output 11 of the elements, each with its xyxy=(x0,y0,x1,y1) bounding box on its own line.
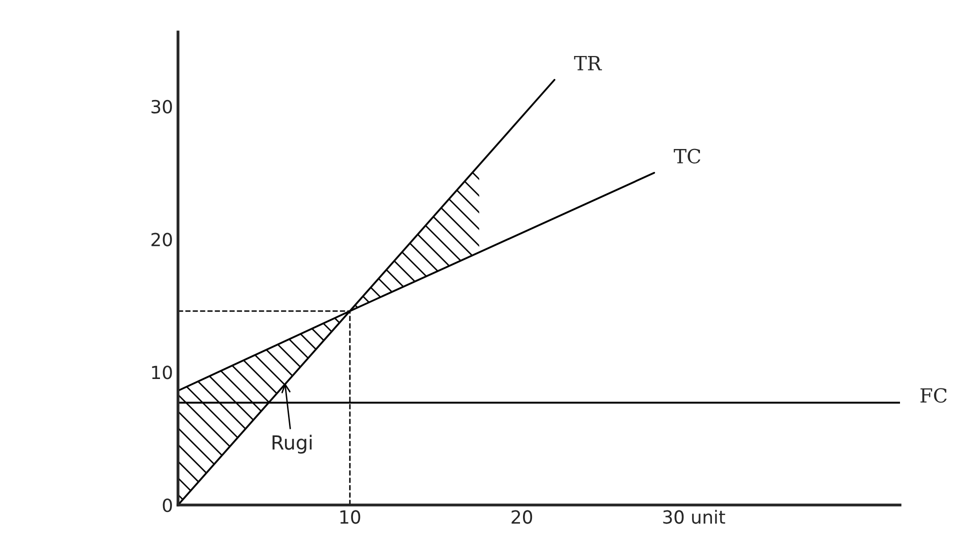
x-tick-label: 20 xyxy=(512,510,532,524)
y-tick-label: 20 xyxy=(151,232,172,246)
series-label: TR xyxy=(574,56,602,70)
x-tick-label: 30 unit xyxy=(663,510,726,524)
series-label: TC xyxy=(674,148,700,164)
y-tick-label: 30 xyxy=(152,100,172,114)
y-tick-label: 10 xyxy=(152,366,172,380)
series-label: FC xyxy=(920,388,947,403)
y-tick-label: 0 xyxy=(162,498,172,512)
annotation: Rugi xyxy=(272,434,312,454)
x-tick-label: 10 xyxy=(340,510,360,524)
